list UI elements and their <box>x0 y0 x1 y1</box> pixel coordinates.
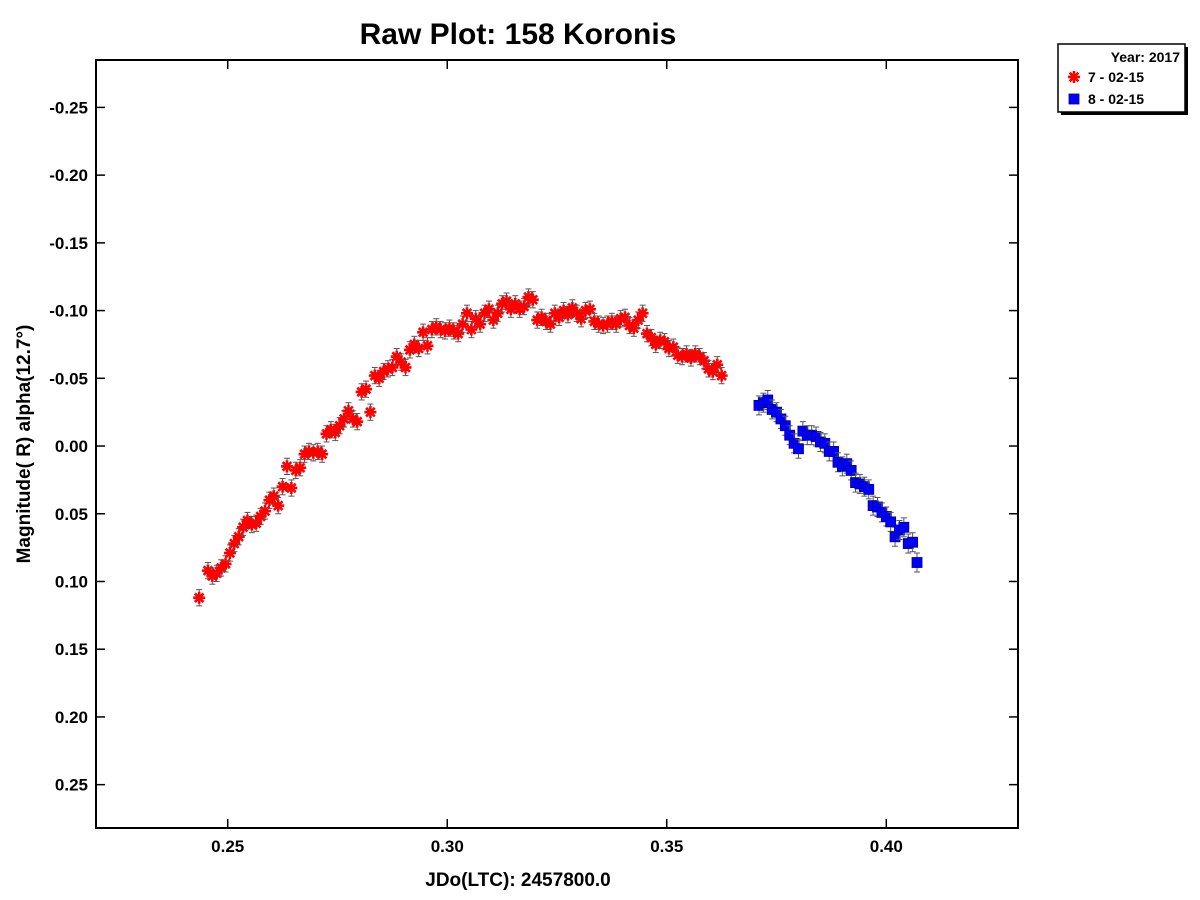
series-2 <box>753 389 923 573</box>
legend: Year: 2017 7 - 02-15 8 - 02-15 <box>1057 43 1188 115</box>
data-point <box>399 361 412 374</box>
data-point <box>223 547 236 560</box>
data-point <box>863 483 875 495</box>
legend-marker-series-1 <box>1068 71 1080 83</box>
y-tick-label: -0.20 <box>49 166 88 185</box>
y-tick-label: 0.10 <box>55 572 88 591</box>
x-tick-label: 0.35 <box>650 837 683 856</box>
y-tick-label: -0.25 <box>49 98 88 117</box>
x-axis-label: JDo(LTC): 2457800.0 <box>425 870 611 891</box>
data-point <box>452 327 465 340</box>
data-point <box>561 308 574 321</box>
data-point <box>285 482 298 495</box>
data-point <box>232 530 245 543</box>
data-series-layer <box>193 288 923 607</box>
legend-marker-series-2 <box>1068 93 1080 105</box>
data-point <box>364 406 377 419</box>
data-point <box>417 326 430 339</box>
legend-asterisk-marker <box>1068 71 1080 83</box>
y-tick-label: -0.05 <box>49 369 88 388</box>
series-1 <box>193 288 728 607</box>
data-point <box>316 448 329 461</box>
legend-header: Year: 2017 <box>1111 49 1180 65</box>
data-point <box>294 461 307 474</box>
data-point <box>828 446 839 457</box>
data-point <box>259 505 272 518</box>
chart-title: Raw Plot: 158 Koronis <box>360 18 677 51</box>
data-point <box>885 516 897 528</box>
plot-frame <box>95 59 1019 829</box>
y-tick-label: -0.15 <box>49 234 88 253</box>
x-axis: 0.25 0.30 0.35 0.40 <box>211 60 903 856</box>
data-point <box>474 318 487 331</box>
data-point <box>267 490 280 503</box>
data-point <box>272 499 285 512</box>
data-point <box>526 293 539 306</box>
data-point <box>845 465 857 476</box>
data-point <box>360 383 373 396</box>
x-tick-label: 0.40 <box>870 837 903 856</box>
data-point <box>911 557 923 568</box>
data-point <box>793 443 804 455</box>
data-point <box>351 415 364 428</box>
data-point <box>412 342 425 355</box>
y-tick-label: 0.15 <box>55 640 88 659</box>
y-axis: -0.25 -0.20 -0.15 -0.10 -0.05 0.00 0.05 0.10 0.1… <box>49 98 1018 795</box>
x-tick-label: 0.25 <box>211 837 244 856</box>
data-point <box>276 480 289 493</box>
y-tick-label: 0.25 <box>55 776 88 795</box>
x-tick-label: 0.30 <box>431 837 464 856</box>
data-point <box>898 521 910 533</box>
data-point <box>907 536 919 548</box>
legend-entry-series-2: 8 - 02-15 <box>1088 91 1144 107</box>
legend-entry-series-1: 7 - 02-15 <box>1088 69 1144 85</box>
data-point <box>518 300 531 313</box>
y-tick-label: 0.05 <box>55 505 88 524</box>
legend-square-marker <box>1068 93 1080 105</box>
y-tick-label: 0.00 <box>55 437 88 456</box>
data-point <box>460 307 473 320</box>
data-point <box>715 369 728 382</box>
data-point <box>583 303 596 316</box>
y-axis-label: Magnitude( R) alpha(12.7°) <box>14 325 35 564</box>
y-tick-label: -0.10 <box>49 302 88 321</box>
data-point <box>491 307 504 320</box>
data-point <box>193 591 206 604</box>
data-point <box>636 307 649 320</box>
y-tick-label: 0.20 <box>55 708 88 727</box>
data-point <box>421 339 434 352</box>
